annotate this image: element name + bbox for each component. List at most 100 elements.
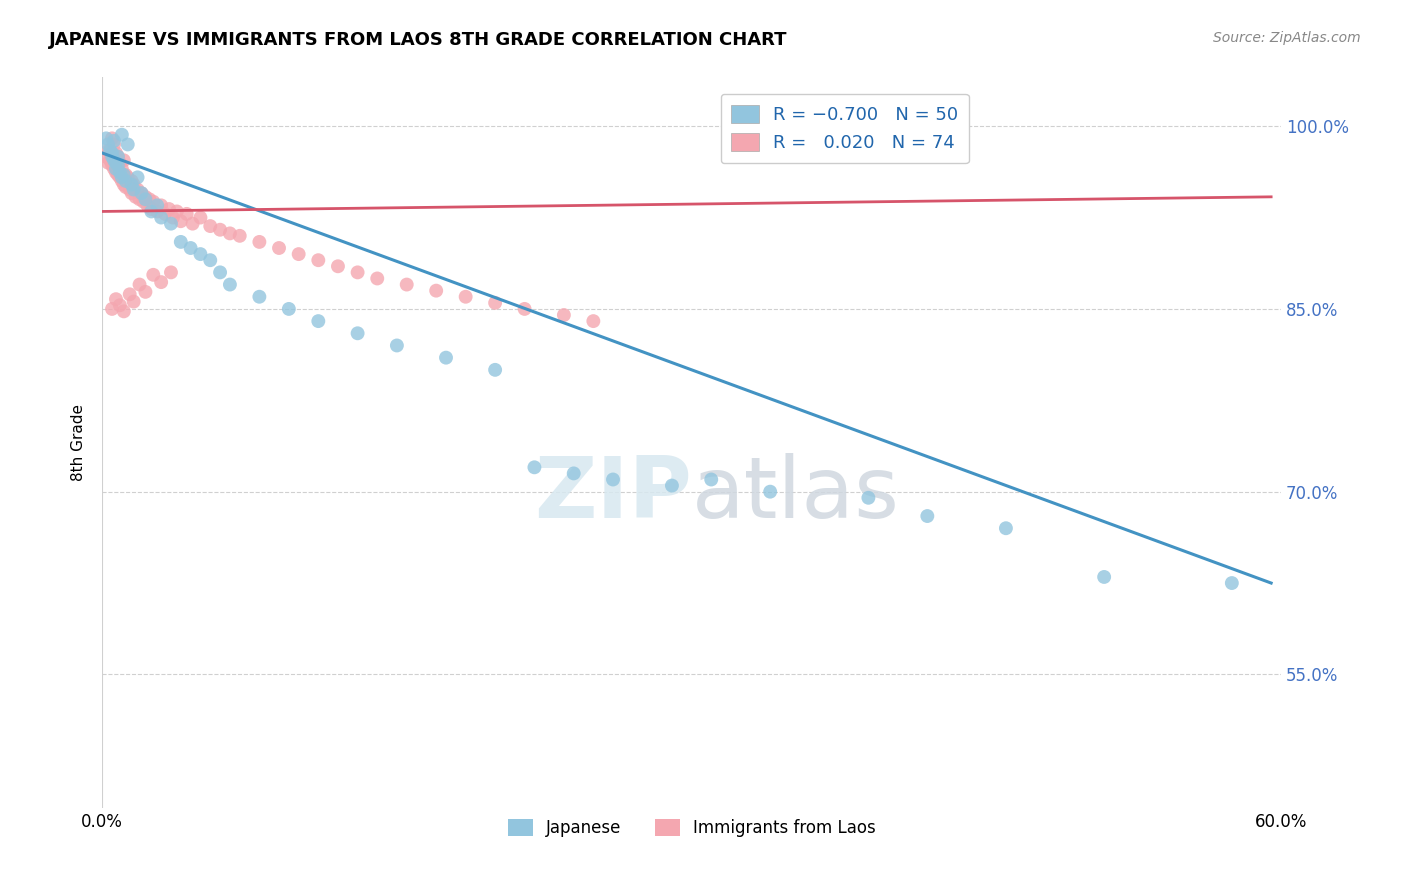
Point (121, 178, 143, 192)
Point (160, 217, 183, 231)
Point (307, 253, 329, 268)
Point (117, 137, 139, 152)
Point (180, 241, 202, 255)
Point (142, 194, 165, 209)
Point (150, 198, 173, 212)
Y-axis label: 8th Grade: 8th Grade (72, 404, 86, 482)
Point (307, 314, 329, 328)
Point (582, 314, 605, 328)
Point (97, 137, 120, 152)
Point (103, 153, 125, 168)
Legend: Japanese, Immigrants from Laos: Japanese, Immigrants from Laos (501, 813, 883, 844)
Point (277, 301, 299, 316)
Point (562, 467, 585, 481)
Point (484, 363, 506, 377)
Point (114, 180, 136, 194)
Point (326, 260, 349, 274)
Point (209, 223, 232, 237)
Point (170, 235, 193, 249)
Point (103, 137, 125, 152)
Point (346, 326, 368, 341)
Point (454, 290, 477, 304)
Point (141, 204, 163, 219)
Point (97, 155, 120, 169)
Point (101, 145, 124, 160)
Point (128, 277, 150, 292)
Point (127, 170, 149, 185)
Point (1220, 576, 1243, 591)
Point (190, 247, 212, 261)
Point (107, 158, 129, 172)
Point (229, 228, 252, 243)
Point (150, 211, 173, 225)
Point (917, 509, 939, 524)
Point (166, 204, 188, 219)
Point (366, 271, 388, 285)
Point (395, 277, 418, 292)
Point (108, 165, 131, 179)
Point (128, 192, 150, 206)
Point (101, 301, 124, 316)
Point (104, 145, 127, 160)
Point (107, 168, 129, 182)
Text: ZIP: ZIP (534, 452, 692, 535)
Point (157, 202, 180, 216)
Point (181, 217, 204, 231)
Point (112, 178, 135, 192)
Point (117, 170, 139, 185)
Point (112, 153, 135, 168)
Point (104, 161, 127, 176)
Point (107, 150, 129, 164)
Point (434, 351, 457, 365)
Point (101, 150, 124, 164)
Text: JAPANESE VS IMMIGRANTS FROM LAOS 8TH GRADE CORRELATION CHART: JAPANESE VS IMMIGRANTS FROM LAOS 8TH GRA… (49, 31, 787, 49)
Point (141, 202, 163, 216)
Point (425, 284, 447, 298)
Point (219, 227, 242, 241)
Point (759, 484, 782, 499)
Point (118, 182, 141, 196)
Point (104, 165, 127, 179)
Point (134, 190, 156, 204)
Point (108, 170, 131, 185)
Point (247, 290, 270, 304)
Point (553, 308, 575, 322)
Point (134, 192, 156, 206)
Point (103, 134, 125, 148)
Point (346, 265, 368, 279)
Point (104, 155, 127, 169)
Point (94, 150, 117, 164)
Point (111, 174, 134, 188)
Point (162, 211, 184, 225)
Point (150, 275, 173, 289)
Point (103, 161, 125, 176)
Point (98, 153, 121, 168)
Text: atlas: atlas (692, 452, 900, 535)
Point (97, 144, 120, 158)
Point (1092, 570, 1115, 584)
Point (858, 491, 880, 505)
Point (200, 253, 222, 268)
Point (170, 214, 193, 228)
Point (107, 150, 129, 164)
Point (111, 128, 134, 142)
Point (484, 295, 506, 310)
Point (114, 168, 136, 182)
Point (160, 265, 183, 279)
Point (200, 219, 222, 233)
Point (101, 158, 124, 172)
Point (108, 298, 131, 312)
Point (385, 338, 408, 352)
Point (112, 304, 135, 318)
Point (94, 131, 117, 145)
Point (114, 174, 136, 188)
Point (153, 207, 176, 221)
Point (101, 131, 124, 145)
Point (142, 268, 165, 282)
Point (121, 174, 143, 188)
Point (700, 473, 723, 487)
Point (111, 170, 134, 185)
Point (111, 161, 134, 176)
Point (132, 194, 155, 209)
Point (523, 460, 546, 475)
